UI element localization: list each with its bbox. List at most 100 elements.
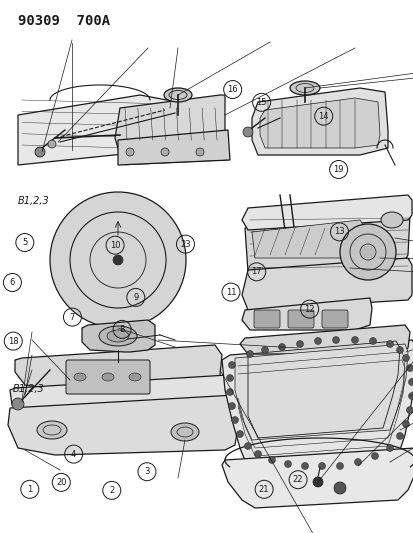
Circle shape <box>386 341 392 348</box>
Text: 21: 21 <box>258 485 269 494</box>
Polygon shape <box>18 95 209 165</box>
Text: B1,2,3: B1,2,3 <box>18 196 50 206</box>
FancyBboxPatch shape <box>287 310 313 328</box>
Circle shape <box>336 463 343 470</box>
Circle shape <box>396 432 403 440</box>
Text: 11: 11 <box>225 288 236 296</box>
Circle shape <box>48 140 56 148</box>
Text: 20: 20 <box>56 478 66 487</box>
Ellipse shape <box>380 212 402 228</box>
Circle shape <box>401 354 408 361</box>
Circle shape <box>284 461 291 467</box>
Circle shape <box>401 421 408 427</box>
Circle shape <box>195 148 204 156</box>
Text: 5: 5 <box>22 238 27 247</box>
Circle shape <box>314 337 321 344</box>
Circle shape <box>296 341 303 348</box>
Polygon shape <box>221 340 413 468</box>
Ellipse shape <box>102 373 114 381</box>
Circle shape <box>359 244 375 260</box>
Text: B1,2,3: B1,2,3 <box>12 384 44 394</box>
Circle shape <box>244 442 251 449</box>
Ellipse shape <box>37 421 67 439</box>
Circle shape <box>226 389 233 395</box>
Text: 16: 16 <box>227 85 237 94</box>
Circle shape <box>351 336 358 343</box>
Text: 6: 6 <box>10 278 15 287</box>
Circle shape <box>161 148 169 156</box>
Polygon shape <box>242 258 411 310</box>
Circle shape <box>369 337 375 344</box>
Text: 10: 10 <box>109 241 120 249</box>
Text: 23: 23 <box>180 240 190 248</box>
Ellipse shape <box>289 81 319 95</box>
Polygon shape <box>240 325 409 354</box>
Text: 1: 1 <box>27 485 32 494</box>
FancyBboxPatch shape <box>66 360 150 394</box>
Text: 14: 14 <box>318 112 328 120</box>
Circle shape <box>301 463 308 470</box>
Polygon shape <box>118 130 230 165</box>
Text: 13: 13 <box>333 228 344 236</box>
Polygon shape <box>244 210 409 272</box>
Circle shape <box>246 351 253 358</box>
Circle shape <box>35 147 45 157</box>
Circle shape <box>408 378 413 385</box>
Circle shape <box>278 343 285 351</box>
Circle shape <box>386 445 392 451</box>
Polygon shape <box>221 448 413 508</box>
Circle shape <box>268 456 275 464</box>
Text: 22: 22 <box>292 475 303 484</box>
Circle shape <box>228 361 235 368</box>
Text: 12: 12 <box>304 305 314 313</box>
Circle shape <box>12 398 24 410</box>
Ellipse shape <box>74 373 86 381</box>
Polygon shape <box>242 195 411 230</box>
Polygon shape <box>10 375 231 415</box>
Text: 18: 18 <box>8 337 19 345</box>
Circle shape <box>113 255 123 265</box>
Ellipse shape <box>99 326 137 346</box>
Circle shape <box>226 375 233 382</box>
Polygon shape <box>252 88 387 155</box>
Text: 9: 9 <box>133 293 138 302</box>
Polygon shape <box>82 320 154 352</box>
Circle shape <box>370 453 377 459</box>
Circle shape <box>333 482 345 494</box>
Circle shape <box>261 346 268 353</box>
Polygon shape <box>259 98 379 148</box>
Ellipse shape <box>107 330 129 342</box>
Circle shape <box>339 224 395 280</box>
Ellipse shape <box>129 373 141 381</box>
Polygon shape <box>115 95 224 155</box>
Circle shape <box>406 407 413 414</box>
Polygon shape <box>15 345 221 390</box>
Circle shape <box>332 336 339 343</box>
Circle shape <box>406 365 413 372</box>
Text: 8: 8 <box>119 325 124 334</box>
Text: 17: 17 <box>251 268 261 276</box>
Circle shape <box>396 346 403 353</box>
Circle shape <box>312 477 322 487</box>
Circle shape <box>236 431 243 438</box>
Circle shape <box>354 458 361 465</box>
Circle shape <box>228 402 235 409</box>
Circle shape <box>408 392 413 400</box>
Polygon shape <box>8 395 240 455</box>
Circle shape <box>231 416 238 424</box>
Circle shape <box>254 450 261 457</box>
Circle shape <box>318 463 325 470</box>
FancyBboxPatch shape <box>321 310 347 328</box>
Text: 4: 4 <box>71 450 76 458</box>
Polygon shape <box>252 220 364 258</box>
Ellipse shape <box>164 88 192 102</box>
Text: 90309  700A: 90309 700A <box>18 14 110 28</box>
Circle shape <box>50 192 185 328</box>
Text: 7: 7 <box>70 313 75 321</box>
Circle shape <box>242 127 252 137</box>
Ellipse shape <box>171 423 199 441</box>
FancyBboxPatch shape <box>254 310 279 328</box>
Polygon shape <box>242 298 371 330</box>
Polygon shape <box>235 344 407 440</box>
Text: 15: 15 <box>256 98 266 107</box>
